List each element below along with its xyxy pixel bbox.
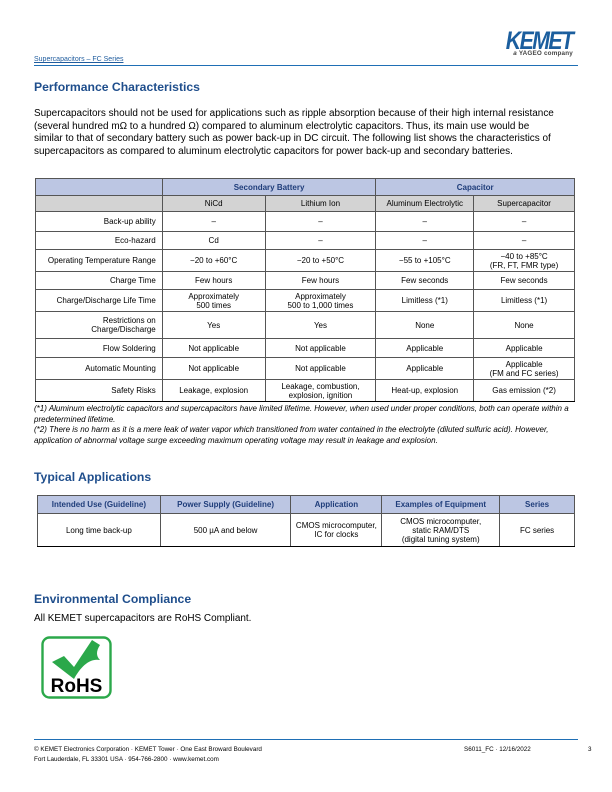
svg-text:RoHS: RoHS [51,676,103,697]
